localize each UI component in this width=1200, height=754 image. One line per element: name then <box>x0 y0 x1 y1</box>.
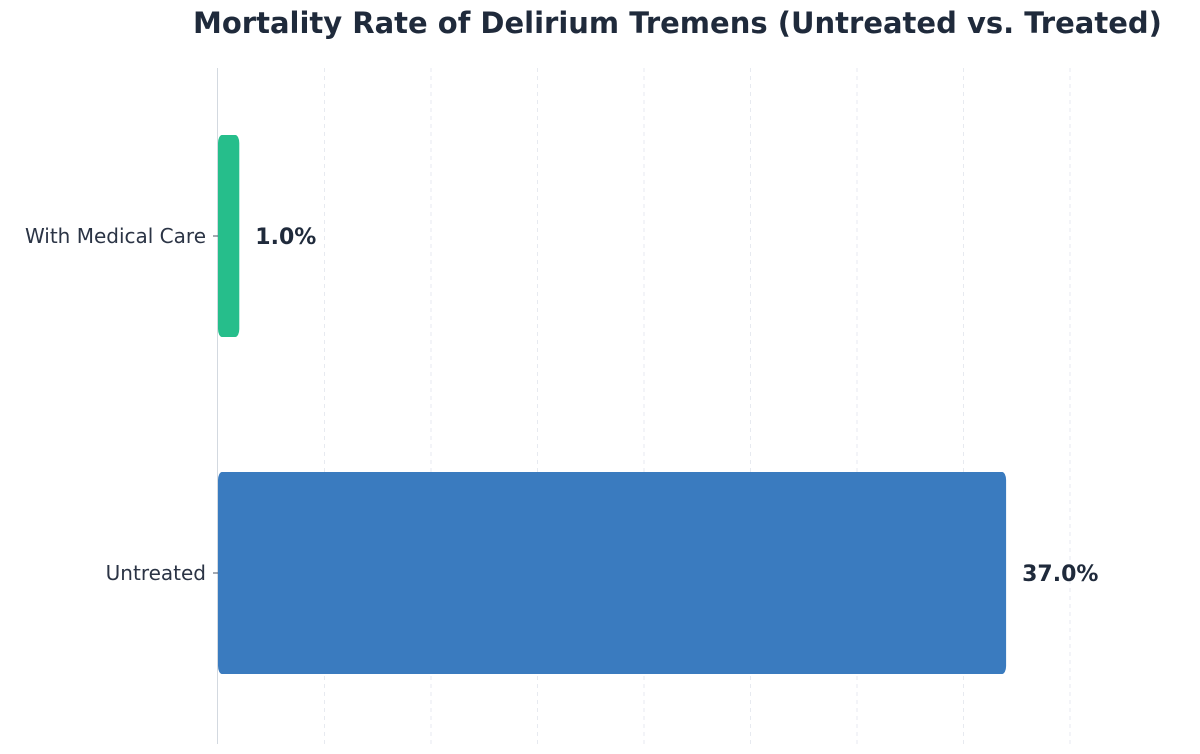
data-label: 1.0% <box>255 225 316 250</box>
bar-untreated <box>218 472 1007 674</box>
chart-title: Mortality Rate of Delirium Tremens (Untr… <box>193 6 1162 40</box>
data-label: 37.0% <box>1022 562 1098 587</box>
bar-with-medical-care <box>218 135 240 337</box>
y-tick-label: With Medical Care <box>25 224 206 248</box>
y-tick-label: Untreated <box>106 561 206 585</box>
labels: With Medical Care Untreated 1.0% 37.0% <box>25 224 1098 587</box>
bars <box>218 135 1007 674</box>
y-axis <box>213 68 218 744</box>
